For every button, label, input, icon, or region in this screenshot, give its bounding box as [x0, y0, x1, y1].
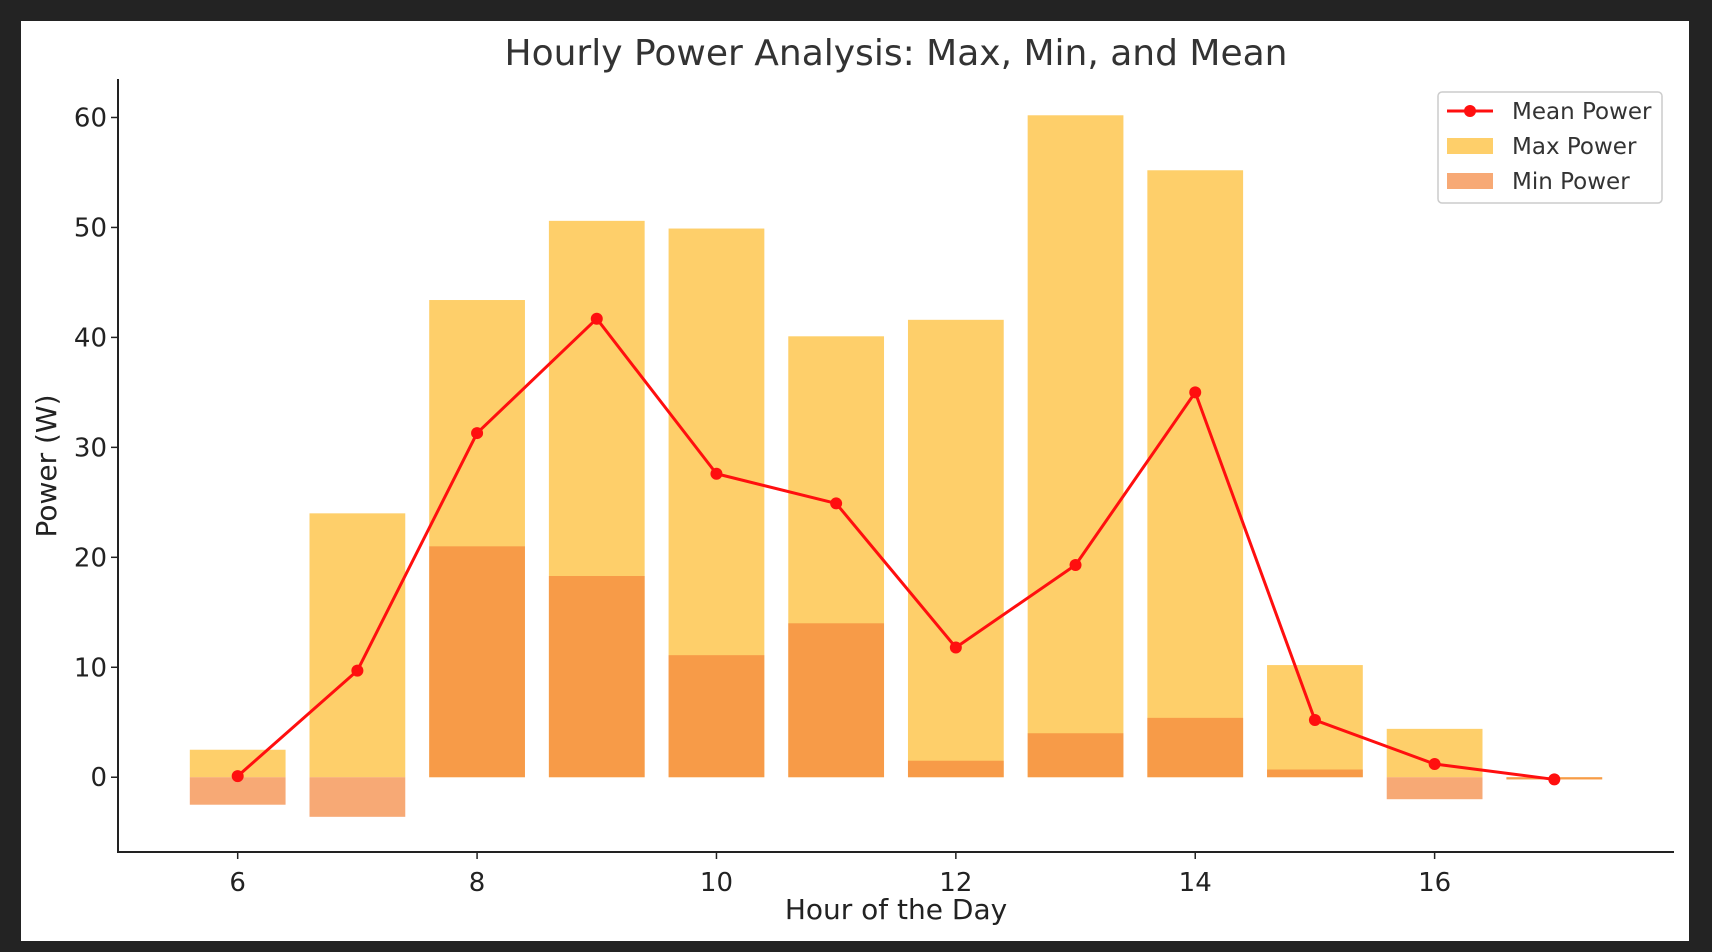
y-axis-label: Power (W) [30, 394, 63, 537]
y-tick-label: 30 [74, 433, 107, 463]
min-power-bar [1267, 769, 1363, 778]
mean-power-point [1548, 773, 1561, 786]
mean-power-point [949, 641, 962, 654]
mean-power-point [830, 497, 843, 510]
y-tick-label: 40 [74, 323, 107, 353]
min-power-bar [429, 546, 525, 778]
x-tick-label: 16 [1418, 868, 1451, 898]
mean-power-point [231, 770, 244, 783]
axes [117, 79, 1674, 853]
mean-power-line-path [236, 317, 1555, 781]
min-power-bar [788, 623, 885, 778]
mean-power-point [1069, 559, 1082, 572]
min-power-bar [1147, 717, 1244, 778]
legend-min-swatch [1447, 173, 1493, 189]
min-power-bar [1386, 777, 1483, 800]
min-power-bar [668, 655, 765, 778]
legend-box [1437, 91, 1663, 204]
y-tick-label: 10 [74, 653, 107, 683]
min-power-bar [1027, 733, 1124, 778]
mean-power-point [590, 312, 603, 325]
min-power-bars [189, 546, 1603, 817]
max-power-bar [907, 319, 1004, 778]
legend-label-mean-power: Mean Power [1512, 99, 1652, 125]
max-power-bar [1027, 115, 1124, 778]
y-tick-label: 20 [74, 543, 107, 573]
max-power-bar [1147, 170, 1244, 778]
mean-power-point [1189, 386, 1202, 399]
mean-power-point [1308, 714, 1321, 727]
x-tick-label: 10 [700, 868, 733, 898]
y-tick-label: 50 [74, 213, 107, 243]
x-ticks: 6 8 10 12 14 16 [229, 852, 1451, 898]
y-tick-label: 60 [74, 103, 107, 133]
y-ticks: 0 10 20 30 40 50 60 [74, 103, 118, 793]
mean-power-point [471, 427, 484, 440]
legend-label-max-power: Max Power [1512, 134, 1637, 160]
min-power-bar [309, 777, 406, 817]
chart-title: Hourly Power Analysis: Max, Min, and Mea… [505, 33, 1288, 74]
legend-max-swatch [1447, 138, 1493, 154]
min-power-bar [907, 760, 1004, 778]
x-tick-label: 12 [939, 868, 972, 898]
mean-power-point [351, 664, 364, 677]
legend-mean-swatch-marker [1464, 105, 1476, 117]
x-axis-label: Hour of the Day [785, 893, 1007, 926]
x-tick-label: 14 [1179, 868, 1212, 898]
max-power-bars [189, 115, 1603, 780]
max-power-bar [309, 513, 406, 778]
x-tick-label: 6 [229, 868, 246, 898]
legend: Mean Power Max Power Min Power [1437, 91, 1663, 204]
legend-label-min-power: Min Power [1512, 169, 1630, 195]
y-tick-label: 0 [90, 763, 107, 793]
min-power-bar [548, 576, 645, 778]
mean-power-point [710, 467, 723, 480]
mean-power-line [231, 312, 1561, 786]
mean-power-point [1428, 758, 1441, 771]
x-tick-label: 8 [469, 868, 486, 898]
